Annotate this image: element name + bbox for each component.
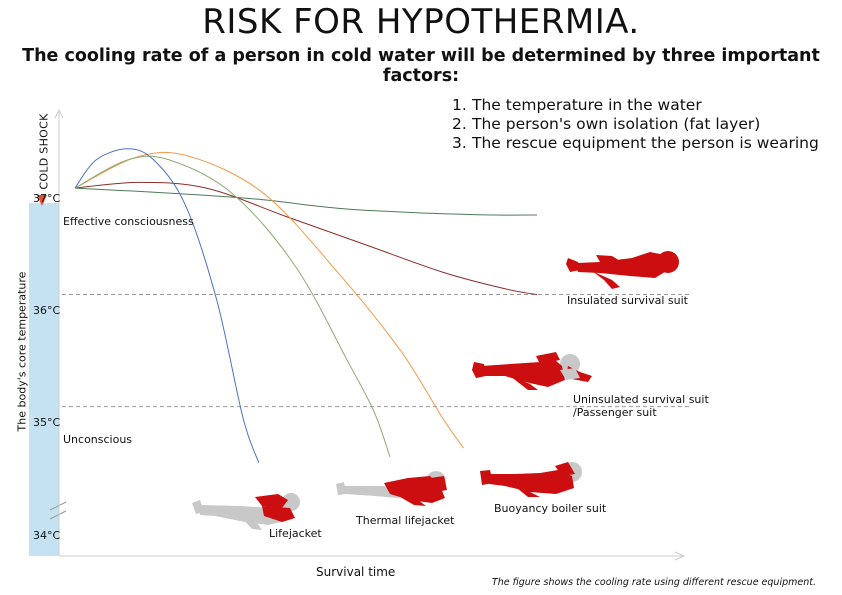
factor-text: The rescue equipment the person is weari… <box>472 134 819 152</box>
factor-list: 1. The temperature in the water 2. The per… <box>452 96 819 153</box>
factor-number: 3. <box>452 134 467 152</box>
series-line-buoyancy-boiler-suit <box>74 151 464 449</box>
factor-number: 2. <box>452 115 467 133</box>
y-tick-label: 37°C <box>33 192 61 206</box>
factor-item: 1. The temperature in the water <box>452 96 819 115</box>
chart-title: RISK FOR HYPOTHERMIA. <box>202 2 640 42</box>
label-thermal-lifejacket: Thermal lifejacket <box>356 514 455 527</box>
label-insulated-suit: Insulated survival suit <box>567 294 688 307</box>
x-axis-arrow <box>674 551 686 561</box>
temperature-axis-bar <box>29 203 59 556</box>
axis-break-mark <box>49 510 67 520</box>
label-lifejacket: Lifejacket <box>269 527 322 540</box>
chart-subtitle: The cooling rate of a person in cold wat… <box>22 46 820 86</box>
factor-item: 2. The person's own isolation (fat layer) <box>452 115 819 134</box>
y-axis-label: The body's core temperature <box>15 271 29 432</box>
label-passenger-suit: /Passenger suit <box>573 406 657 419</box>
figure-thermal-lifejacket-icon <box>336 471 447 506</box>
y-tick-label: 34°C <box>33 528 61 542</box>
factor-text: The person's own isolation (fat layer) <box>472 115 761 133</box>
series-line-lifejacket <box>74 148 260 463</box>
zone-label-effective-consciousness: Effective consciousness <box>63 214 194 228</box>
label-uninsulated-suit: Uninsulated survival suit <box>573 393 709 406</box>
label-buoyancy-boiler-suit: Buoyancy boiler suit <box>494 502 607 515</box>
cold-shock-marker-icon <box>37 195 47 206</box>
y-tick-label: 35°C <box>33 416 61 430</box>
factor-number: 1. <box>452 96 467 114</box>
cold-shock-label: COLD SHOCK <box>37 113 51 190</box>
y-tick-label: 36°C <box>33 304 61 318</box>
y-axis-arrow <box>54 108 64 119</box>
series-line-thermal-lifejacket <box>74 155 391 458</box>
series-line-uninsulated-suit <box>74 181 538 296</box>
series-line-insulated-suit <box>74 187 538 216</box>
factor-item: 3. The rescue equipment the person is wea… <box>452 134 819 153</box>
footnote: The figure shows the cooling rate using … <box>491 577 816 588</box>
figure-insulated-suit-icon <box>566 251 679 289</box>
factor-text: The temperature in the water <box>472 96 702 114</box>
figure-uninsulated-suit-icon <box>472 352 592 390</box>
zone-label-unconscious: Unconscious <box>63 433 133 447</box>
figure-lifejacket-icon <box>192 493 300 530</box>
axis-break-mark <box>49 501 67 511</box>
figure-buoyancy-boiler-suit-icon <box>480 462 582 497</box>
x-axis-label: Survival time <box>316 565 396 579</box>
